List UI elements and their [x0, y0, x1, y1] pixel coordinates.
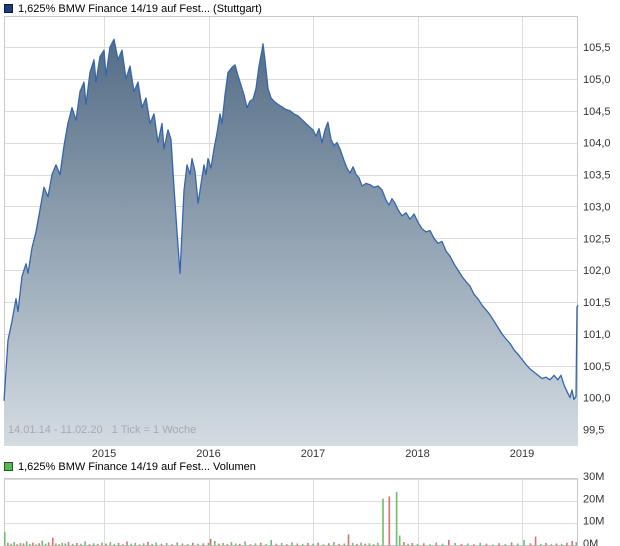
svg-text:20M: 20M: [583, 493, 604, 505]
svg-text:100,0: 100,0: [583, 393, 611, 405]
price-series-color-swatch: [4, 4, 13, 13]
volume-chart-plot: 30M 20M 10M 0M: [3, 471, 604, 546]
svg-text:103,5: 103,5: [583, 170, 611, 182]
svg-text:10M: 10M: [583, 516, 604, 528]
svg-text:2015: 2015: [92, 448, 116, 460]
svg-text:99,5: 99,5: [583, 425, 604, 437]
svg-text:105,0: 105,0: [583, 74, 611, 86]
svg-text:103,0: 103,0: [583, 201, 611, 213]
svg-text:0M: 0M: [583, 538, 598, 546]
svg-text:100,5: 100,5: [583, 361, 611, 373]
price-chart-title: 1,625% BMW Finance 14/19 auf Fest... (St…: [18, 2, 262, 15]
svg-text:104,0: 104,0: [583, 138, 611, 150]
price-chart-legend: 1,625% BMW Finance 14/19 auf Fest... (St…: [4, 2, 262, 15]
svg-text:102,0: 102,0: [583, 265, 611, 277]
svg-text:2018: 2018: [405, 448, 429, 460]
svg-text:2019: 2019: [510, 448, 534, 460]
volume-series-color-swatch: [4, 462, 13, 471]
date-range-label: 14.01.14 - 11.02.20 1 Tick = 1 Woche: [8, 424, 197, 436]
volume-chart-legend: 1,625% BMW Finance 14/19 auf Fest... Vol…: [4, 460, 256, 473]
svg-text:101,0: 101,0: [583, 329, 611, 341]
svg-text:102,5: 102,5: [583, 233, 611, 245]
svg-text:2017: 2017: [301, 448, 325, 460]
svg-text:104,5: 104,5: [583, 106, 611, 118]
svg-text:2016: 2016: [196, 448, 220, 460]
svg-text:101,5: 101,5: [583, 297, 611, 309]
svg-text:105,5: 105,5: [583, 42, 611, 54]
svg-text:30M: 30M: [583, 471, 604, 483]
volume-chart-title: 1,625% BMW Finance 14/19 auf Fest... Vol…: [18, 460, 256, 473]
price-chart-plot: 105,5 105,0 104,5 104,0 103,5 103,0 102,5 102,0…: [3, 16, 611, 460]
